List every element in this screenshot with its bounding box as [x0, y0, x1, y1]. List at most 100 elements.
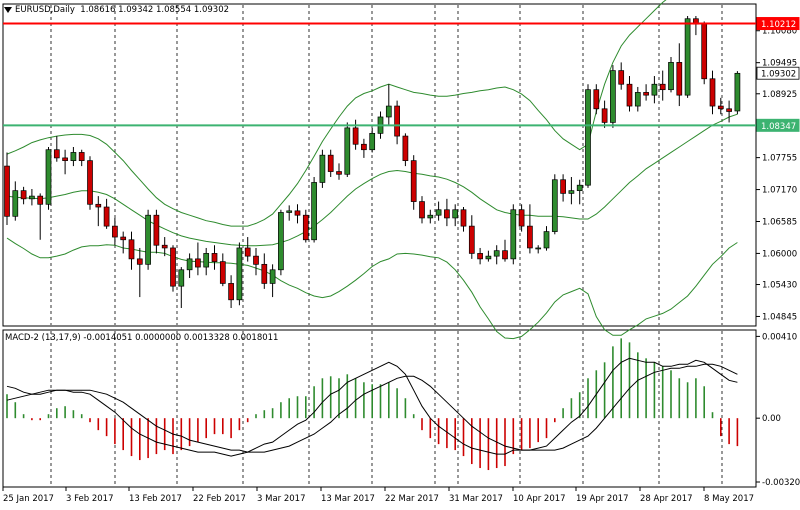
candle-body-bullish: [668, 62, 674, 91]
candle-body-bearish: [78, 152, 85, 161]
candle-body-bearish: [361, 143, 367, 151]
candle-body-bullish: [311, 182, 317, 241]
macd-panel-frame: [2, 329, 757, 488]
candle-body-bearish: [352, 127, 359, 145]
candle-body-bearish: [228, 283, 234, 301]
symbol-info: EURUSD,Daily 1.08616 1.09342 1.08554 1.0…: [4, 5, 229, 15]
price-axis-label: 1.05430: [762, 281, 797, 291]
support-price-tag: 1.08347: [761, 122, 796, 132]
candle-body-bearish: [659, 83, 666, 91]
candle-body-bearish: [601, 108, 608, 123]
date-axis-label: 25 Jan 2017: [3, 494, 54, 504]
macd-axis-label: 0.00410: [762, 332, 797, 342]
candle-body-bullish: [734, 72, 741, 112]
candle-body-bearish: [95, 203, 102, 208]
candle-body-bearish: [593, 89, 600, 110]
candle-body-bearish: [460, 209, 467, 227]
bollinger-upper-line: [6, 0, 667, 227]
symbol-label: EURUSD,Daily: [15, 5, 75, 15]
candle-body-bearish: [643, 92, 649, 96]
candle-body-bullish: [203, 253, 210, 268]
candle-body-bearish: [477, 253, 483, 260]
candle-body-bullish: [12, 190, 19, 217]
date-axis-label: 22 Mar 2017: [385, 494, 439, 504]
candle-body-bullish: [385, 105, 392, 118]
candle-body-bullish: [269, 269, 276, 284]
candle-body-bullish: [319, 154, 326, 183]
candle-body-bearish: [219, 261, 226, 284]
candle-body-bullish: [684, 18, 691, 96]
date-axis-label: 13 Feb 2017: [129, 494, 182, 504]
current-price-tag: 1.09302: [761, 70, 796, 80]
candle-body-bullish: [70, 152, 77, 161]
candle-body-bearish: [468, 225, 475, 254]
candle-body-bullish: [510, 209, 517, 260]
resistance-price-tag-box: [756, 17, 800, 31]
open-readout: 1.08616: [80, 5, 116, 15]
candle-body-bearish: [62, 157, 68, 161]
candle-body-bullish: [278, 212, 284, 271]
candle-body-bearish: [53, 149, 60, 159]
price-axis-label: 1.09495: [762, 59, 797, 69]
candle-body-bullish: [186, 258, 193, 271]
candle-body-bullish: [286, 210, 293, 213]
triangle-down-icon: [4, 6, 12, 13]
candle-body-bearish: [4, 165, 10, 217]
candle-body-bearish: [244, 247, 251, 257]
candle-body-bearish: [37, 195, 44, 205]
candle-body-bearish: [120, 236, 127, 241]
date-axis-label: 28 Apr 2017: [640, 494, 693, 504]
candle-body-bearish: [560, 179, 566, 194]
candle-body-bearish: [701, 23, 708, 80]
price-axis-label: 1.07170: [762, 186, 797, 196]
candle-body-bullish: [344, 127, 351, 175]
candle-body-bearish: [195, 258, 201, 268]
candle-body-bullish: [634, 92, 641, 107]
candle-body-bullish: [45, 149, 52, 205]
candle-body-bearish: [302, 214, 309, 241]
candle-body-bullish: [178, 269, 185, 287]
candle-body-bullish: [29, 195, 35, 200]
candle-body-bullish: [585, 89, 591, 186]
candle-body-bearish: [717, 105, 724, 110]
resistance-price-tag: 1.10212: [761, 20, 796, 30]
candle-body-bullish: [576, 184, 583, 192]
candle-body-bullish: [236, 247, 243, 301]
macd-axis-label: -0.00320: [762, 478, 800, 488]
candle-body-bearish: [709, 78, 716, 107]
date-axis-label: 22 Feb 2017: [193, 494, 246, 504]
candle-body-bearish: [128, 239, 135, 260]
candle-body-bearish: [336, 171, 342, 175]
candle-body-bearish: [261, 263, 268, 284]
candle-body-bearish: [394, 105, 400, 137]
candle-body-bearish: [618, 70, 625, 85]
candle-body-bearish: [502, 250, 508, 260]
candle-body-bullish: [551, 179, 558, 232]
close-readout: 1.09302: [193, 5, 230, 15]
candle-body-bearish: [161, 244, 168, 249]
macd-signal-line: [6, 363, 738, 453]
candle-body-bullish: [452, 209, 459, 219]
candle-body-bullish: [369, 132, 376, 151]
candle-body-bearish: [518, 209, 525, 227]
candle-body-bearish: [402, 135, 409, 161]
current-price-frame: [756, 66, 800, 80]
candle-body-bearish: [170, 247, 176, 287]
candle-body-bearish: [327, 154, 334, 172]
candle-body-bearish: [211, 253, 218, 262]
candle-body-bullish: [535, 247, 542, 250]
date-axis-label: 10 Apr 2017: [513, 494, 566, 504]
support-price-tag-box: [756, 118, 800, 132]
candle-body-bearish: [103, 206, 110, 227]
candle-body-bearish: [87, 160, 93, 205]
candle-body-bearish: [112, 225, 118, 238]
price-axis-label: 1.07755: [762, 154, 797, 164]
candle-body-bearish: [20, 190, 27, 200]
candle-body-bearish: [410, 160, 417, 202]
date-axis-label: 13 Mar 2017: [321, 494, 375, 504]
candle-body-bearish: [253, 255, 259, 265]
candle-body-bullish: [610, 70, 616, 123]
macd-label: MACD-2 (13,17,9) -0.0014051 0.0000000 0.…: [5, 333, 279, 343]
